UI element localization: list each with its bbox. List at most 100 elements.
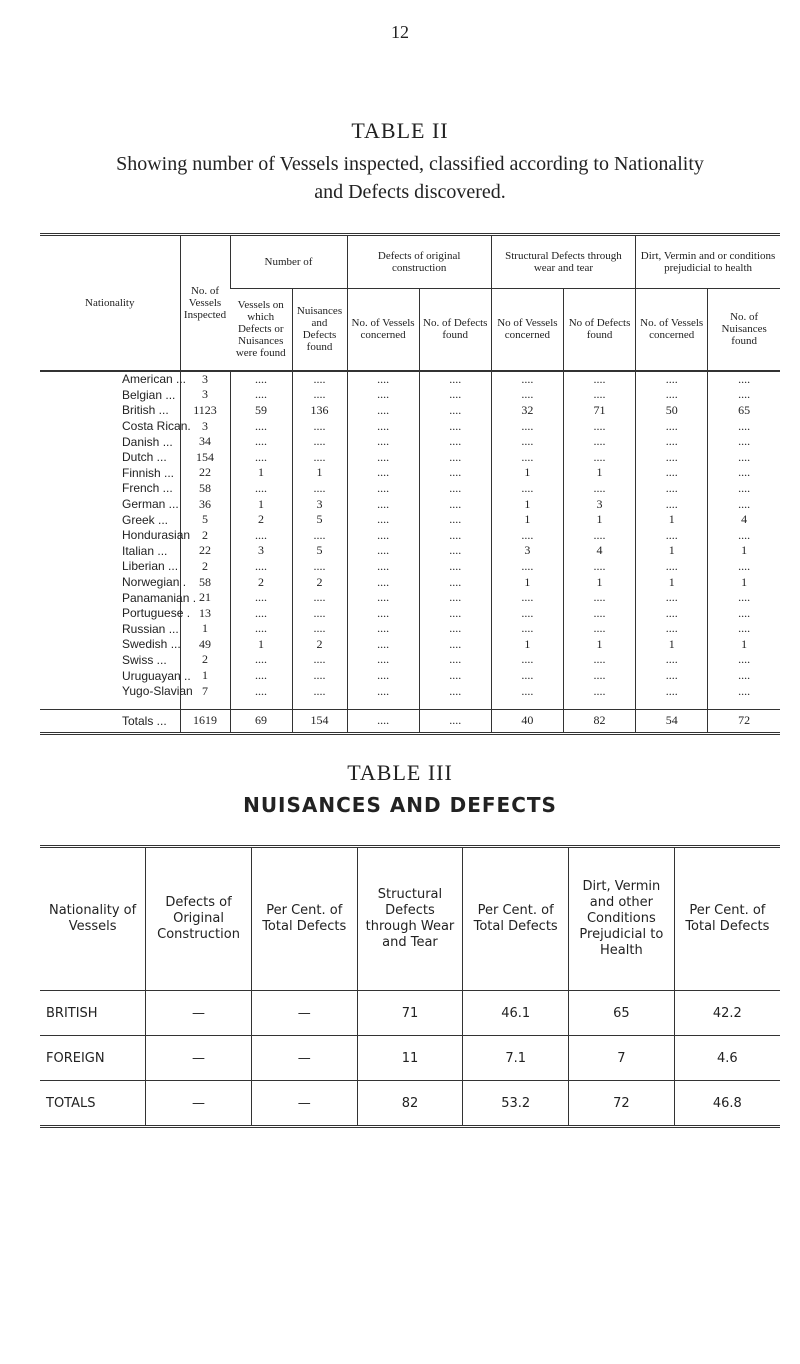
table-cell: ....	[707, 621, 780, 637]
table-cell: 1	[707, 543, 780, 559]
table-cell: 49	[179, 636, 230, 653]
table-cell: —	[250, 1035, 358, 1081]
table-cell: 1	[179, 621, 230, 637]
table-row: Portuguese . 13..........................…	[40, 605, 780, 621]
table-cell: ....	[562, 621, 636, 637]
table-cell: 65	[568, 990, 675, 1036]
table-cell: ....	[490, 433, 564, 450]
table-cell: ....	[229, 652, 292, 668]
table-cell: ....	[707, 589, 780, 606]
table-cell: 13	[179, 605, 230, 621]
table-cell: ....	[707, 433, 780, 450]
empty-cell	[40, 699, 180, 710]
table-row: Panamanian . 21..........................…	[40, 589, 780, 606]
table-cell: ....	[562, 527, 636, 544]
table-cell: ....	[346, 543, 420, 559]
table-cell: 3	[291, 496, 347, 512]
table-cell: 71	[356, 990, 463, 1036]
table-cell: 1	[490, 511, 564, 528]
table-cell: 1619	[179, 708, 230, 735]
table-cell: ....	[490, 418, 564, 434]
table-cell: ....	[229, 527, 292, 544]
table-row: Russian ... 1............................…	[40, 621, 780, 637]
table-cell: ....	[291, 589, 347, 606]
row-label: Finnish ...	[122, 465, 175, 480]
table-cell: ....	[346, 621, 420, 637]
group-header: Defects of original construction	[346, 234, 492, 289]
table-cell: ....	[490, 449, 564, 466]
table-cell: ....	[418, 683, 492, 699]
table-cell: ....	[707, 527, 780, 544]
row-label: Swiss ...	[122, 652, 167, 667]
row-label: Yugo-Slavian	[122, 684, 193, 699]
table-row: French ... 58............................…	[40, 480, 780, 497]
table-cell: ....	[229, 449, 292, 466]
table-cell: ....	[291, 652, 347, 668]
table-cell: ....	[707, 496, 780, 512]
table-row: British ... 1123 59 136........ 32 71 50 65	[40, 402, 780, 419]
row-label: TOTALS	[40, 1080, 146, 1127]
table-cell: ....	[562, 480, 636, 497]
table-cell: —	[250, 990, 358, 1036]
table-cell: 21	[179, 589, 230, 606]
table-cell: ....	[635, 558, 708, 575]
table-cell: 1123	[179, 402, 230, 419]
table-cell: ....	[490, 605, 564, 621]
table-row: Danish ... 34............................…	[40, 433, 780, 450]
table-cell: 11	[356, 1035, 463, 1081]
table-cell: 2	[179, 652, 230, 668]
table-cell: ....	[229, 558, 292, 575]
column-header: Per Cent. of Total Defects	[462, 846, 569, 991]
table-cell: 5	[179, 511, 230, 528]
table-cell: 1	[490, 574, 564, 590]
row-label: Danish ...	[122, 434, 173, 449]
table-cell: 46.1	[462, 990, 569, 1036]
table-cell: ....	[229, 418, 292, 434]
table-cell: ....	[418, 418, 492, 434]
table-cell: 82	[562, 708, 636, 735]
table-cell: ....	[635, 589, 708, 606]
table-cell: 4	[707, 511, 780, 528]
empty-cell	[490, 698, 564, 710]
table-row: Norwegian . 58 2 2........ 1 1 1 1	[40, 574, 780, 590]
table-cell: ....	[707, 465, 780, 481]
table-row: Greek ... 5 2 5........ 1 1 1 4	[40, 511, 780, 528]
table-cell: ....	[346, 605, 420, 621]
table-cell: 46.8	[673, 1080, 780, 1127]
table-row: Italian ... 22 3 5........ 3 4 1 1	[40, 543, 780, 559]
table-cell: 71	[562, 402, 636, 419]
table-cell: 1	[707, 636, 780, 653]
table-cell: ....	[291, 667, 347, 684]
table-cell: 136	[291, 402, 347, 419]
table-cell: ....	[346, 527, 420, 544]
table-cell: ....	[562, 589, 636, 606]
table-body: American ... 3...........................…	[40, 370, 780, 735]
column-header: No. of Vessels concerned	[346, 288, 420, 371]
table-cell: ....	[291, 480, 347, 497]
table-cell: ....	[346, 370, 420, 388]
table-cell: ....	[291, 683, 347, 699]
table-cell: ....	[490, 667, 564, 684]
table-cell: 1	[490, 636, 564, 653]
table-cell: 72	[568, 1080, 675, 1127]
table-row: FOREIGN — —11 7.1 7 4.6	[40, 1035, 780, 1081]
table-row: BRITISH — —71 46.1 65 42.2	[40, 990, 780, 1036]
table-cell: ....	[346, 480, 420, 497]
table-cell: ....	[707, 652, 780, 668]
table-cell: ....	[346, 418, 420, 434]
row-label: Liberian ...	[122, 559, 179, 574]
table-cell: ....	[707, 387, 780, 403]
table-cell: 4	[562, 543, 636, 559]
table-cell: ....	[418, 387, 492, 403]
table-cell: 3	[562, 496, 636, 512]
column-header: Defects of Original Construction	[145, 846, 252, 991]
table-cell: ....	[418, 370, 492, 388]
table-row: German ... 36 1 3........ 1 3........	[40, 496, 780, 512]
table-cell: 34	[179, 433, 230, 450]
table-cell: 1	[229, 496, 292, 512]
table-title: TABLE II	[351, 118, 449, 143]
table-cell: ....	[707, 667, 780, 684]
table-cell: 3	[179, 418, 230, 434]
table-cell: 1	[562, 574, 636, 590]
table-cell: ....	[418, 480, 492, 497]
